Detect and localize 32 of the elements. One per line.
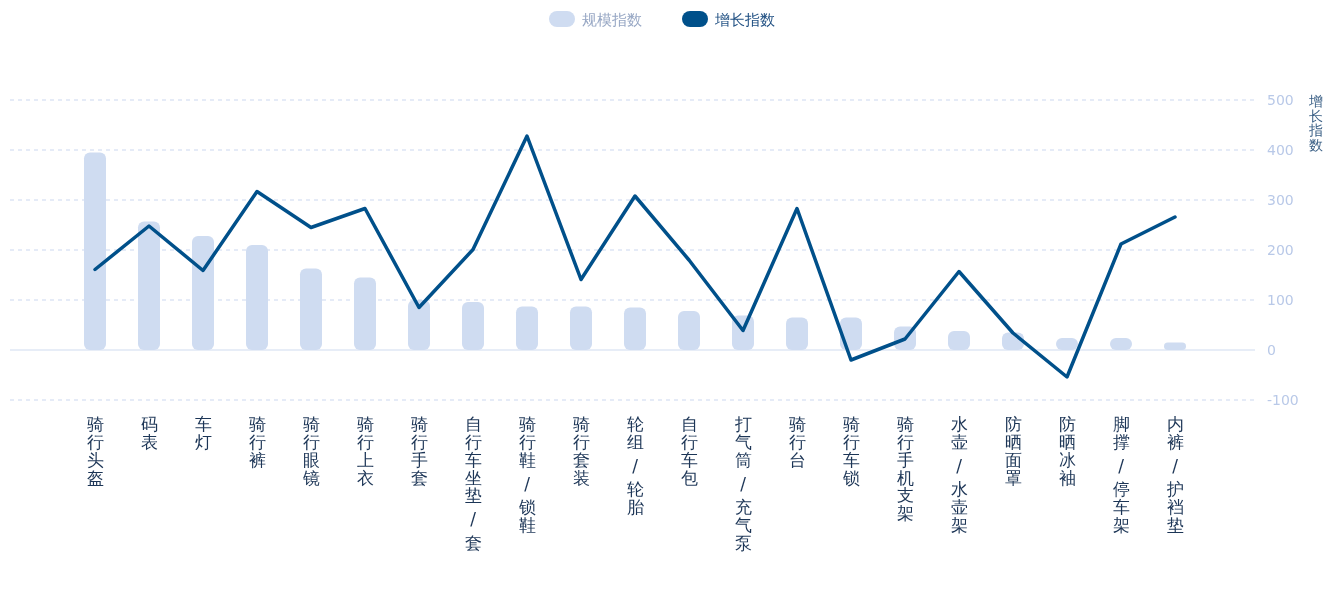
x-tick-label: 骑行台 — [788, 414, 806, 470]
x-tick-label: 码表 — [140, 414, 158, 452]
y2-tick-label: 200 — [1267, 242, 1294, 258]
x-tick-label: 骑行上衣 — [356, 414, 374, 488]
x-tick-label: 脚撑 / 停车架 — [1112, 414, 1130, 536]
y2-axis-title: 增长指数 — [1308, 93, 1323, 154]
y2-tick-label: 400 — [1267, 142, 1294, 158]
x-tick-label: 防晒冰袖 — [1058, 414, 1076, 488]
x-tick-label: 骑行眼镜 — [301, 414, 320, 488]
x-tick-label: 骑行裤 — [248, 414, 266, 470]
y2-tick-label: 300 — [1267, 192, 1294, 208]
x-tick-label: 骑行头盔 — [86, 414, 104, 488]
legend-label: 增长指数 — [714, 11, 775, 29]
x-tick-label: 自行车包 — [680, 414, 698, 488]
y2-tick-label: 500 — [1267, 92, 1294, 108]
x-tick-label: 打气筒 / 充气泵 — [733, 414, 752, 553]
x-tick-label: 自行车坐垫 / 套 — [464, 414, 482, 553]
y2-tick-label: 100 — [1267, 292, 1294, 308]
legend-label: 规模指数 — [582, 11, 642, 29]
x-tick-label: 骑行手机支架 — [896, 414, 914, 524]
y2-tick-label: -100 — [1267, 392, 1299, 408]
x-tick-label: 骑行套装 — [572, 414, 590, 488]
x-tick-label: 骑行车锁 — [841, 414, 860, 488]
y2-tick-label: 0 — [1267, 342, 1276, 358]
x-tick-label: 水壶 / 水壶架 — [950, 414, 968, 536]
x-tick-label: 轮组 / 轮胎 — [626, 414, 644, 518]
line-series — [93, 134, 1177, 379]
x-tick-label: 防晒面罩 — [1004, 414, 1022, 488]
x-tick-label: 车灯 — [194, 414, 212, 452]
x-tick-label: 骑行鞋 / 锁鞋 — [517, 414, 536, 536]
x-tick-label: 内裤 / 护裆垫 — [1165, 414, 1184, 536]
x-tick-label: 骑行手套 — [410, 414, 428, 488]
